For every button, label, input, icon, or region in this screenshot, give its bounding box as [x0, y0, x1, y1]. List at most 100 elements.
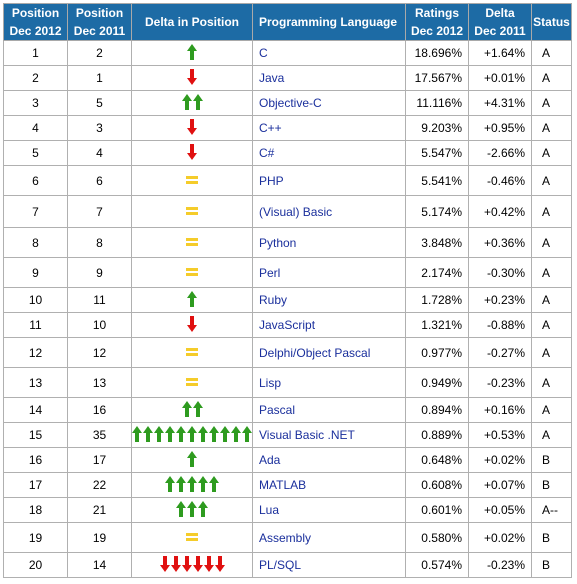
arrow-down-icon	[192, 555, 203, 572]
col-programming-language[interactable]: Programming Language	[252, 3, 406, 41]
status-cell: B	[531, 447, 572, 473]
delta-cell: +0.95%	[468, 115, 532, 141]
delta-position-cell	[131, 257, 253, 288]
delta-position-cell	[131, 367, 253, 398]
language-link[interactable]: JavaScript	[252, 312, 406, 338]
delta-position-cell	[131, 422, 253, 448]
equal-icon	[186, 206, 198, 215]
language-link[interactable]: Objective-C	[252, 90, 406, 116]
arrow-up-icon	[181, 400, 192, 417]
table-row: 4 3 C++ 9.203% +0.95% A	[3, 115, 572, 141]
delta-arrows	[187, 143, 197, 160]
position-2011-cell: 4	[67, 140, 132, 166]
arrow-up-icon	[220, 425, 230, 442]
table-row: 20 14 PL/SQL 0.574% -0.23% B	[3, 552, 572, 578]
arrow-up-icon	[176, 475, 186, 492]
status-cell: B	[531, 552, 572, 578]
status-cell: A	[531, 40, 572, 66]
position-2012-cell: 7	[3, 195, 68, 228]
rating-cell: 0.977%	[405, 337, 469, 368]
delta-cell: -0.88%	[468, 312, 532, 338]
table-row: 17 22 MATLAB 0.608% +0.07% B	[3, 472, 572, 498]
status-cell: A	[531, 195, 572, 228]
language-link[interactable]: Lua	[252, 497, 406, 523]
equal-icon	[186, 175, 198, 184]
rating-cell: 5.547%	[405, 140, 469, 166]
language-link[interactable]: C++	[252, 115, 406, 141]
col-position-2011[interactable]: Position Dec 2011	[67, 3, 132, 41]
arrow-up-icon	[143, 425, 153, 442]
table-row: 5 4 C# 5.547% -2.66% A	[3, 140, 572, 166]
language-link[interactable]: Pascal	[252, 397, 406, 423]
col-delta-position[interactable]: Delta in Position	[131, 3, 253, 41]
position-2012-cell: 2	[3, 65, 68, 91]
col-ratings[interactable]: Ratings Dec 2012	[405, 3, 469, 41]
language-link[interactable]: Python	[252, 227, 406, 258]
col-position-2012[interactable]: Position Dec 2012	[3, 3, 68, 41]
arrow-up-icon	[231, 425, 241, 442]
language-link[interactable]: PHP	[252, 165, 406, 196]
position-2012-cell: 20	[3, 552, 68, 578]
delta-cell: -0.46%	[468, 165, 532, 196]
position-2012-cell: 10	[3, 287, 68, 313]
table-row: 11 10 JavaScript 1.321% -0.88% A	[3, 312, 572, 338]
arrow-up-icon	[192, 400, 203, 417]
delta-arrows	[185, 532, 199, 542]
table-row: 14 16 Pascal 0.894% +0.16% A	[3, 397, 572, 423]
language-link[interactable]: Delphi/Object Pascal	[252, 337, 406, 368]
language-link[interactable]: Visual Basic .NET	[252, 422, 406, 448]
rating-cell: 9.203%	[405, 115, 469, 141]
status-cell: A	[531, 397, 572, 423]
language-link[interactable]: Java	[252, 65, 406, 91]
arrow-up-icon	[181, 93, 192, 110]
position-2011-cell: 21	[67, 497, 132, 523]
delta-cell: -0.30%	[468, 257, 532, 288]
language-link[interactable]: Lisp	[252, 367, 406, 398]
language-link[interactable]: Assembly	[252, 522, 406, 553]
col-status[interactable]: Status	[531, 3, 572, 41]
delta-position-cell	[131, 195, 253, 228]
delta-position-cell	[131, 287, 253, 313]
language-link[interactable]: Ada	[252, 447, 406, 473]
language-link[interactable]: PL/SQL	[252, 552, 406, 578]
table-row: 2 1 Java 17.567% +0.01% A	[3, 65, 572, 91]
status-cell: A	[531, 422, 572, 448]
arrow-up-icon	[176, 500, 186, 517]
equal-icon	[186, 267, 198, 276]
arrow-down-icon	[170, 555, 181, 572]
delta-arrows	[187, 315, 197, 332]
position-2011-cell: 12	[67, 337, 132, 368]
delta-position-cell	[131, 115, 253, 141]
delta-cell: +4.31%	[468, 90, 532, 116]
position-2011-cell: 22	[67, 472, 132, 498]
position-2011-cell: 6	[67, 165, 132, 196]
position-2011-cell: 1	[67, 65, 132, 91]
language-link[interactable]: Perl	[252, 257, 406, 288]
delta-cell: -0.23%	[468, 552, 532, 578]
language-link[interactable]: C#	[252, 140, 406, 166]
table-row: 1 2 C 18.696% +1.64% A	[3, 40, 572, 66]
col-delta[interactable]: Delta Dec 2011	[468, 3, 532, 41]
arrow-up-icon	[209, 425, 219, 442]
language-link[interactable]: (Visual) Basic	[252, 195, 406, 228]
position-2012-cell: 12	[3, 337, 68, 368]
delta-position-cell	[131, 165, 253, 196]
table-row: 9 9 Perl 2.174% -0.30% A	[3, 257, 572, 288]
position-2011-cell: 9	[67, 257, 132, 288]
status-cell: A	[531, 140, 572, 166]
language-link[interactable]: C	[252, 40, 406, 66]
position-2011-cell: 7	[67, 195, 132, 228]
delta-cell: -2.66%	[468, 140, 532, 166]
delta-cell: +1.64%	[468, 40, 532, 66]
status-cell: A	[531, 287, 572, 313]
table-row: 19 19 Assembly 0.580% +0.02% B	[3, 522, 572, 553]
arrow-up-icon	[176, 425, 186, 442]
language-link[interactable]: MATLAB	[252, 472, 406, 498]
delta-arrows	[187, 118, 197, 135]
language-link[interactable]: Ruby	[252, 287, 406, 313]
delta-arrows	[165, 475, 219, 492]
delta-arrows	[185, 267, 199, 277]
delta-cell: +0.01%	[468, 65, 532, 91]
position-2012-cell: 16	[3, 447, 68, 473]
equal-icon	[186, 237, 198, 246]
